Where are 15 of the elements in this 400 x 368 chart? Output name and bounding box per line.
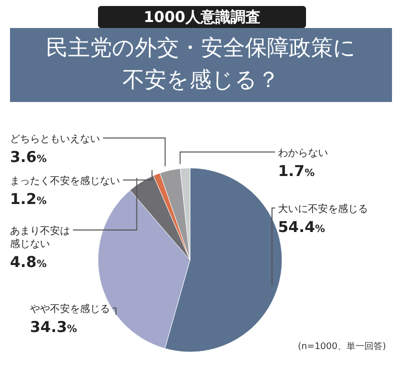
slice-label: あまり不安は感じない [10, 225, 70, 250]
slice-label: わからない [278, 148, 328, 159]
data-label: 4.8% [10, 253, 47, 271]
slice-label: やや不安を感じる [30, 303, 110, 315]
slice-label: どちらともいえない [10, 134, 100, 145]
text: (n=1000、単一回答) [298, 340, 386, 353]
slice-label: まったく不安を感じない [10, 175, 120, 187]
data-label: 34.3% [30, 318, 78, 336]
data-label: 1.2% [10, 190, 47, 208]
chart-subtitle: 1000人意識調査 [98, 6, 306, 28]
chart-title: 民主党の外交・安全保障政策に不安を感じる？ [45, 35, 357, 95]
data-label: 1.7% [278, 162, 315, 180]
data-label: 3.6% [10, 148, 47, 166]
data-label: 54.4% [278, 218, 326, 236]
slice-label: 大いに不安を感じる [278, 203, 368, 215]
